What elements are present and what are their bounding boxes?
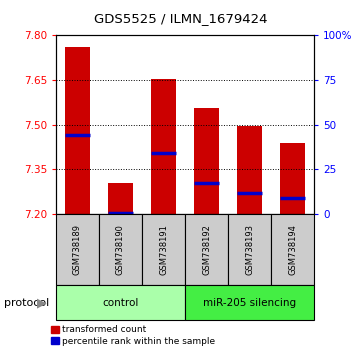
Bar: [280, 143, 305, 214]
Bar: [99, 214, 142, 285]
Text: ▶: ▶: [37, 296, 46, 309]
Text: control: control: [102, 298, 139, 308]
Text: GSM738191: GSM738191: [159, 224, 168, 275]
Text: GSM738192: GSM738192: [202, 224, 211, 275]
Bar: [237, 126, 262, 214]
Text: GSM738190: GSM738190: [116, 224, 125, 275]
Bar: [185, 214, 228, 285]
Text: GSM738194: GSM738194: [288, 224, 297, 275]
Text: GDS5525 / ILMN_1679424: GDS5525 / ILMN_1679424: [94, 12, 267, 25]
Legend: transformed count, percentile rank within the sample: transformed count, percentile rank withi…: [52, 325, 216, 346]
Text: GSM738193: GSM738193: [245, 224, 254, 275]
Bar: [65, 47, 90, 214]
Bar: [193, 108, 219, 214]
Bar: [142, 214, 185, 285]
Bar: [56, 214, 99, 285]
Bar: [151, 79, 177, 214]
Text: miR-205 silencing: miR-205 silencing: [203, 298, 296, 308]
Text: protocol: protocol: [4, 298, 49, 308]
Bar: [228, 214, 271, 285]
Bar: [185, 285, 314, 320]
Text: GSM738189: GSM738189: [73, 224, 82, 275]
Bar: [108, 183, 134, 214]
Bar: [56, 285, 185, 320]
Bar: [271, 214, 314, 285]
